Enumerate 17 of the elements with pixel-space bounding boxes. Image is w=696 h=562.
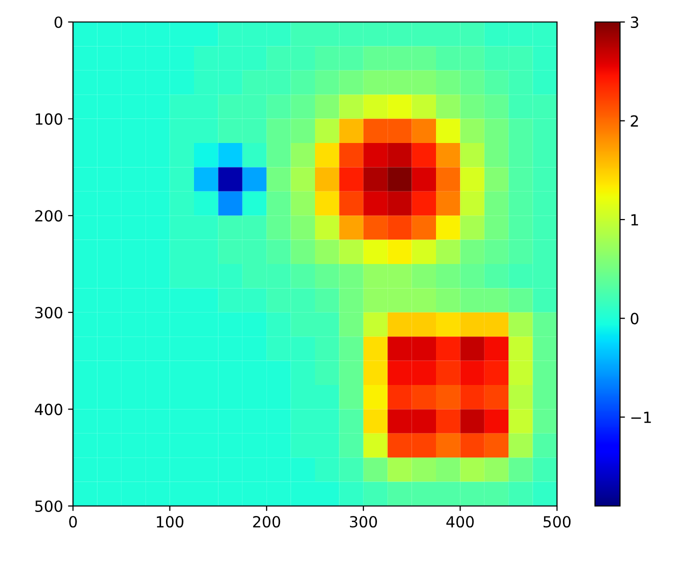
- x-tick-label: 300: [350, 516, 377, 528]
- y-tick-label: 300: [35, 306, 62, 318]
- x-tick-label: 400: [446, 516, 474, 528]
- y-tick-label: 100: [36, 113, 62, 125]
- x-tick-label: 500: [544, 516, 571, 528]
- x-tick-label: 0: [69, 516, 77, 528]
- y-tick-label: 200: [35, 210, 62, 222]
- color-bar-label: 0: [630, 312, 638, 324]
- color-bar-label: 1: [631, 214, 638, 226]
- x-tick-label: 200: [253, 516, 280, 528]
- y-tick-label: 500: [35, 500, 62, 512]
- color-bar-label: 2: [630, 115, 638, 127]
- y-tick-label: 400: [34, 404, 62, 416]
- y-tick-label: 0: [54, 16, 62, 28]
- color-bar-label: −1: [631, 412, 651, 423]
- x-tick-label: 100: [156, 516, 184, 528]
- color-bar-label: 3: [630, 16, 638, 28]
